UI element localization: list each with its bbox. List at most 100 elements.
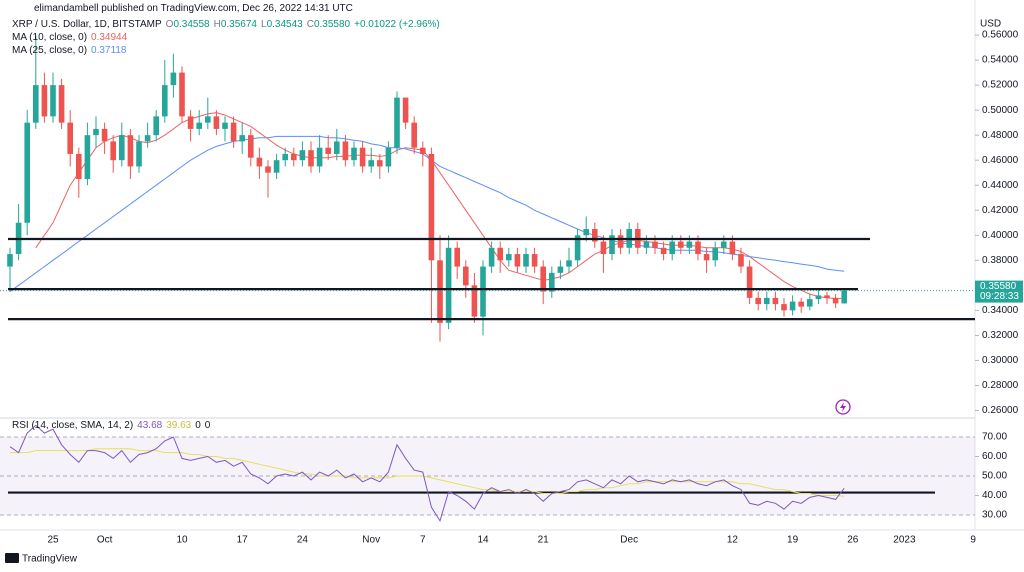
y-tick-label: 30.00 (982, 510, 1007, 521)
x-tick-label: 17 (237, 535, 249, 546)
candle-body (437, 260, 443, 323)
x-tick-label: 12 (727, 535, 739, 546)
candle-body (454, 247, 460, 267)
candle-body (471, 285, 478, 317)
x-tick-label: Oct (97, 535, 113, 546)
candle-body (583, 229, 589, 236)
candle-body (316, 147, 323, 167)
extra-label: 0 (204, 420, 211, 431)
series-line (10, 448, 845, 497)
candle-body (342, 141, 349, 161)
candle-body (712, 247, 718, 261)
candle-body (205, 116, 211, 123)
ohlc-letter: L (261, 19, 267, 30)
y-tick-label: 0.26000 (982, 405, 1019, 416)
candle-body (420, 147, 426, 154)
candle-body (729, 241, 736, 255)
candle-body (686, 241, 693, 248)
candle-body (359, 147, 366, 167)
y-tick-label: 60.00 (982, 451, 1007, 462)
ohlc-letter: C (306, 19, 314, 30)
candle-body (660, 247, 667, 255)
candle-body (807, 299, 813, 307)
rsi-title: RSI (14, close, SMA, 14, 2) (12, 420, 134, 431)
ohlc-item: L0.34543 (261, 19, 303, 30)
candle-body (574, 235, 581, 261)
candle-body (643, 241, 650, 248)
symbol-line: XRP / U.S. Dollar, 1D, BITSTAMP O0.34558 H… (12, 19, 440, 30)
candle-body (308, 150, 314, 167)
candle-body (764, 297, 770, 305)
ohlc-item: O0.34558 (166, 19, 210, 30)
candle-body (600, 241, 607, 255)
rsi-legend: RSI (14, close, SMA, 14, 2) 43.68 39.63 0 0 (12, 420, 210, 431)
candle-body (187, 116, 194, 129)
ma25-legend: MA (25, close, 0) 0.37118 (12, 45, 126, 56)
y-tick-label: 0.48000 (982, 130, 1019, 141)
candle-body (248, 135, 254, 158)
published: elimandambell published on TradingView.c… (34, 3, 353, 14)
candle-body (33, 85, 39, 123)
candle-body (222, 122, 228, 129)
y-tick-label: 0.32000 (982, 330, 1019, 341)
price-tag-label: 0.35580 (980, 281, 1017, 292)
candle-body (110, 141, 116, 161)
change: +0.01022 (+2.96%) (354, 19, 440, 30)
y-tick-label: 0.46000 (982, 155, 1019, 166)
candle-body (67, 122, 73, 154)
logo (5, 553, 19, 563)
extra-label: 0 (195, 420, 201, 431)
y-tick-label: 0.28000 (982, 380, 1019, 391)
candle-body (153, 116, 159, 136)
candle-body (385, 147, 392, 167)
event-icon[interactable] (835, 399, 851, 415)
candle-body (351, 147, 357, 161)
candle-body (703, 254, 710, 261)
x-tick-label: 19 (787, 535, 799, 546)
price-tag (975, 280, 1023, 303)
candle-body (695, 241, 701, 255)
candle-body (291, 153, 297, 161)
candle-body (84, 135, 91, 179)
ohlc-letter: O (165, 19, 174, 30)
candle-body (772, 297, 779, 305)
legend-value: 39.63 (166, 420, 192, 431)
currency: USD (980, 19, 1001, 30)
y-tick-label: 0.54000 (982, 55, 1019, 66)
ohlc-value: 0.34558 (173, 19, 210, 30)
candle-body (832, 297, 839, 304)
candle-body (463, 266, 469, 286)
candle-body (721, 241, 727, 248)
symbol: XRP / U.S. Dollar, 1D, BITSTAMP (12, 19, 162, 30)
candle-body (334, 141, 340, 154)
candle-body (50, 85, 56, 117)
candle-body (841, 290, 847, 304)
x-tick-label: 14 (477, 535, 489, 546)
candle-body (299, 150, 306, 161)
candle-body (41, 85, 48, 117)
candle-body (282, 153, 288, 161)
y-tick-label: 0.44000 (982, 180, 1019, 191)
candle-body (824, 295, 830, 298)
y-tick-label: 0.38000 (982, 255, 1019, 266)
y-tick-label: 50.00 (982, 471, 1007, 482)
y-tick-label: 0.30000 (982, 355, 1019, 366)
candle-body (652, 241, 658, 248)
candle-body (781, 304, 787, 311)
candle-body (540, 266, 546, 292)
x-tick-label: 21 (538, 535, 550, 546)
candle-body (549, 272, 555, 292)
legend-value: 43.68 (137, 420, 163, 431)
ohlc-value: 0.35580 (313, 19, 351, 30)
candle-body (506, 254, 512, 261)
candle-body (738, 254, 744, 267)
candle-body (394, 97, 400, 148)
candle-body (746, 266, 753, 298)
x-tick-label: 24 (297, 535, 309, 546)
y-tick-label: 0.50000 (982, 105, 1019, 116)
candle-body (101, 128, 108, 142)
x-tick-label: 7 (420, 535, 426, 546)
candle-body (531, 254, 538, 267)
